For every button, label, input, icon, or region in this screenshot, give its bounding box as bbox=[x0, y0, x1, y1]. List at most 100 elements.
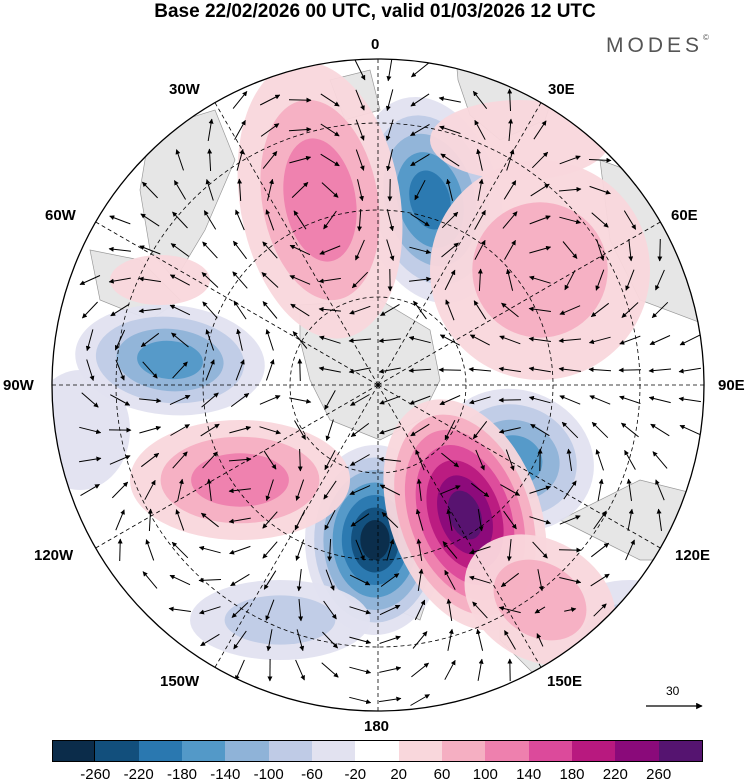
wind-vector bbox=[172, 451, 188, 469]
wind-vector bbox=[561, 421, 579, 439]
wind-vector bbox=[656, 508, 662, 531]
wind-vector bbox=[474, 119, 486, 140]
wind-vector bbox=[625, 539, 635, 561]
wind-vector bbox=[559, 305, 581, 315]
wind-vector bbox=[591, 421, 609, 439]
wind-vector bbox=[228, 456, 252, 462]
wind-vector bbox=[564, 607, 577, 613]
wind-vector bbox=[507, 88, 513, 112]
wind-vector bbox=[416, 538, 423, 561]
wind-vector bbox=[171, 332, 189, 348]
wind-vector bbox=[563, 480, 577, 500]
anomaly-contour bbox=[472, 202, 608, 338]
meridian-line bbox=[377, 384, 542, 668]
wind-vector bbox=[628, 239, 634, 262]
wind-vector bbox=[410, 213, 430, 227]
wind-vector bbox=[590, 573, 610, 587]
wind-vector bbox=[476, 628, 484, 651]
wind-vector bbox=[439, 395, 461, 405]
wind-vector bbox=[236, 328, 243, 351]
wind-vector bbox=[501, 302, 519, 318]
wind-vector bbox=[504, 239, 516, 260]
wind-vector bbox=[648, 368, 672, 374]
wind-vector bbox=[440, 153, 460, 167]
colorbar-cell bbox=[182, 740, 227, 762]
wind-vector bbox=[259, 426, 281, 435]
lon-label-150w: 150W bbox=[160, 673, 200, 690]
wind-vector bbox=[498, 427, 521, 434]
wind-vector bbox=[439, 334, 460, 346]
wind-vector bbox=[262, 301, 278, 319]
wind-vector bbox=[291, 182, 309, 198]
wind-vector bbox=[202, 241, 218, 259]
wind-vector bbox=[207, 148, 213, 172]
anomaly-contour bbox=[110, 255, 210, 305]
wind-vector bbox=[469, 575, 491, 584]
wind-vector bbox=[294, 420, 306, 440]
wind-vector bbox=[593, 510, 607, 530]
anomaly-contour bbox=[447, 490, 483, 540]
wind-vector bbox=[589, 395, 611, 405]
wind-vector bbox=[652, 451, 668, 469]
lon-label-150e: 150E bbox=[547, 673, 583, 690]
wind-vector bbox=[477, 268, 483, 292]
colorbar-cell bbox=[355, 740, 400, 762]
wind-vector bbox=[650, 423, 670, 437]
colorbar-cell bbox=[138, 740, 183, 762]
wind-vector bbox=[203, 210, 217, 230]
wind-vector bbox=[655, 269, 665, 291]
wind-vector bbox=[110, 303, 130, 317]
wind-vector bbox=[319, 335, 341, 344]
wind-vector bbox=[528, 395, 551, 404]
wind-vector bbox=[265, 359, 275, 381]
wind-vector bbox=[500, 484, 521, 496]
wind-vector bbox=[109, 455, 131, 465]
colorbar-tick-label: 220 bbox=[602, 766, 628, 783]
wind-vector bbox=[595, 269, 605, 291]
wind-vector bbox=[323, 210, 337, 230]
wind-vector bbox=[408, 367, 432, 373]
meridian-line bbox=[214, 102, 379, 386]
colorbar-tick-label: -220 bbox=[123, 766, 154, 783]
brand-logo: MODES© bbox=[606, 33, 709, 58]
wind-vector bbox=[621, 302, 639, 318]
wind-vector bbox=[474, 209, 486, 230]
wind-vector bbox=[559, 577, 582, 584]
wind-vector bbox=[558, 186, 582, 192]
wind-vector bbox=[205, 359, 215, 381]
meridian-line bbox=[214, 384, 379, 668]
wind-vector bbox=[562, 241, 578, 259]
wind-vector bbox=[173, 180, 187, 200]
wind-vector bbox=[566, 448, 573, 471]
wind-vector bbox=[409, 276, 432, 282]
wind-vector bbox=[414, 179, 426, 201]
wind-vector bbox=[318, 306, 341, 312]
wind-vector bbox=[319, 245, 341, 255]
colorbar-cell bbox=[658, 740, 703, 762]
wind-vector bbox=[172, 211, 188, 229]
brand-mark: © bbox=[703, 33, 709, 42]
wind-vector bbox=[261, 272, 279, 288]
wind-vector bbox=[349, 696, 372, 705]
wind-vector bbox=[500, 572, 520, 588]
lon-label-30e: 30E bbox=[548, 81, 575, 98]
wind-vector bbox=[648, 396, 671, 404]
wind-vector bbox=[237, 178, 243, 202]
map-border bbox=[51, 58, 705, 712]
wind-vector bbox=[417, 568, 424, 591]
wind-vector bbox=[472, 420, 488, 440]
wind-vector bbox=[379, 696, 402, 703]
wind-vector bbox=[411, 662, 429, 678]
map-title: Base 22/02/2026 00 UTC, valid 01/03/2026… bbox=[154, 1, 596, 22]
wind-vector bbox=[411, 62, 429, 78]
wind-vector bbox=[385, 89, 394, 112]
wind-vector bbox=[233, 300, 247, 320]
wind-vector bbox=[327, 538, 333, 562]
wind-vector bbox=[138, 276, 161, 283]
wind-vector bbox=[262, 511, 278, 529]
wind-vector bbox=[529, 245, 552, 254]
wind-vector bbox=[441, 242, 459, 258]
wind-vector bbox=[321, 662, 339, 678]
wind-vector bbox=[679, 424, 701, 436]
wind-vector bbox=[439, 485, 461, 495]
